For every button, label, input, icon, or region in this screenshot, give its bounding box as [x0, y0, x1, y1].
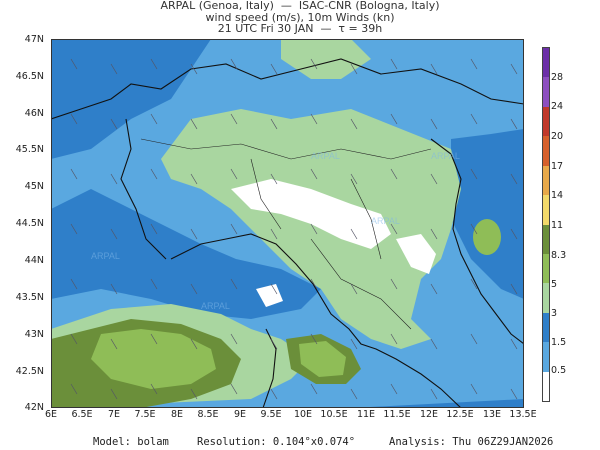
colorbar-label-3: 3 — [551, 308, 558, 319]
wind-field-mid-green-tyrrhenian — [299, 341, 346, 377]
colorbar-label-24: 24 — [551, 101, 564, 112]
wind-field-green-alps-n — [281, 39, 371, 79]
watermark-1: ARPAL — [311, 151, 340, 161]
wind-field-white-central — [256, 284, 283, 307]
coastline-adriatic — [430, 138, 524, 345]
lat-label-44: 44N — [24, 255, 44, 266]
colorbar-segment — [543, 195, 549, 225]
watermark-5: ARPAL — [431, 151, 460, 161]
colorbar-label-0-5: 0.5 — [551, 365, 567, 376]
wind-field-white-east — [396, 234, 436, 274]
footer-analysis: Analysis: Thu 06Z29JAN2026 — [389, 436, 554, 448]
colorbar-segment — [543, 342, 549, 373]
lon-label-8: 8E — [170, 409, 184, 420]
border-regions — [140, 138, 432, 330]
colorbar-segment — [543, 165, 549, 196]
lon-label-10: 10E — [293, 409, 313, 420]
coastline-ligurian — [170, 233, 462, 408]
map-title-line-2: wind speed (m/s), 10m Winds (kn) — [205, 11, 395, 24]
colorbar-label-14: 14 — [551, 190, 564, 201]
colorbar — [542, 47, 550, 402]
lon-label-9: 9E — [233, 409, 247, 420]
colorbar-segment — [543, 106, 549, 137]
wind-field-blue-adriatic — [451, 129, 524, 299]
wind-field-blue-west — [51, 189, 321, 319]
lon-label-9-5: 9.5E — [260, 409, 282, 420]
border-france-italy — [120, 118, 167, 260]
lon-label-13-5: 13.5E — [509, 409, 537, 420]
lat-label-42: 42N — [24, 402, 44, 413]
wind-field-mid-green-sw — [91, 329, 216, 389]
colorbar-label-28: 28 — [551, 72, 564, 83]
watermark-4: ARPAL — [201, 301, 230, 311]
lon-label-7-5: 7.5E — [134, 409, 156, 420]
lon-label-12-5: 12.5E — [446, 409, 474, 420]
watermark-group: ARPAL ARPAL ARPAL ARPAL ARPAL — [91, 151, 460, 311]
lon-label-6-5: 6.5E — [71, 409, 93, 420]
lat-label-46-5: 46.5N — [15, 71, 44, 82]
lon-label-8-5: 8.5E — [197, 409, 219, 420]
wind-field-blue-alps — [51, 39, 211, 159]
lat-label-44-5: 44.5N — [15, 218, 44, 229]
watermark-2: ARPAL — [371, 216, 400, 226]
lat-label-43: 43N — [24, 329, 44, 340]
wind-field-white-po — [231, 179, 391, 249]
map-frame — [51, 39, 524, 408]
colorbar-label-20: 20 — [551, 131, 564, 142]
wind-field-mid-green-adriatic — [473, 219, 501, 255]
colorbar-segment — [543, 371, 549, 402]
footer-resolution: Resolution: 0.104°x0.074° — [197, 436, 356, 448]
colorbar-label-8-3: 8.3 — [551, 250, 567, 261]
lat-label-45: 45N — [24, 181, 44, 192]
lon-label-13: 13E — [482, 409, 502, 420]
lon-label-6: 6E — [44, 409, 58, 420]
wind-speed-map: ARPAL ARPAL ARPAL ARPAL ARPAL — [51, 39, 524, 408]
lat-label-47: 47N — [24, 34, 44, 45]
border-alps — [51, 58, 524, 120]
colorbar-segment — [543, 77, 549, 108]
lon-label-10-5: 10.5E — [320, 409, 348, 420]
colorbar-label-1-5: 1.5 — [551, 337, 567, 348]
lon-label-11: 11E — [356, 409, 376, 420]
wind-barbs — [70, 58, 518, 400]
lat-label-42-5: 42.5N — [15, 366, 44, 377]
lat-label-45-5: 45.5N — [15, 144, 44, 155]
colorbar-label-11: 11 — [551, 220, 564, 231]
colorbar-segment — [543, 48, 549, 78]
map-title-line-3: 21 UTC Fri 30 JAN — τ = 39h — [217, 22, 383, 35]
colorbar-segment — [543, 283, 549, 314]
lat-label-43-5: 43.5N — [15, 292, 44, 303]
colorbar-segment — [543, 224, 549, 255]
watermark-3: ARPAL — [91, 251, 120, 261]
footer-model: Model: bolam — [93, 436, 169, 448]
colorbar-label-17: 17 — [551, 161, 564, 172]
lon-label-12: 12E — [419, 409, 439, 420]
colorbar-segment — [543, 312, 549, 343]
colorbar-label-5: 5 — [551, 279, 558, 290]
colorbar-segment — [543, 253, 549, 284]
lon-label-7: 7E — [107, 409, 121, 420]
map-title-line-1: ARPAL (Genoa, Italy) — ISAC-CNR (Bologna… — [160, 0, 440, 12]
colorbar-segment — [543, 136, 549, 167]
lat-label-46: 46N — [24, 108, 44, 119]
wind-field-green-plain — [161, 109, 461, 349]
lon-label-11-5: 11.5E — [383, 409, 411, 420]
